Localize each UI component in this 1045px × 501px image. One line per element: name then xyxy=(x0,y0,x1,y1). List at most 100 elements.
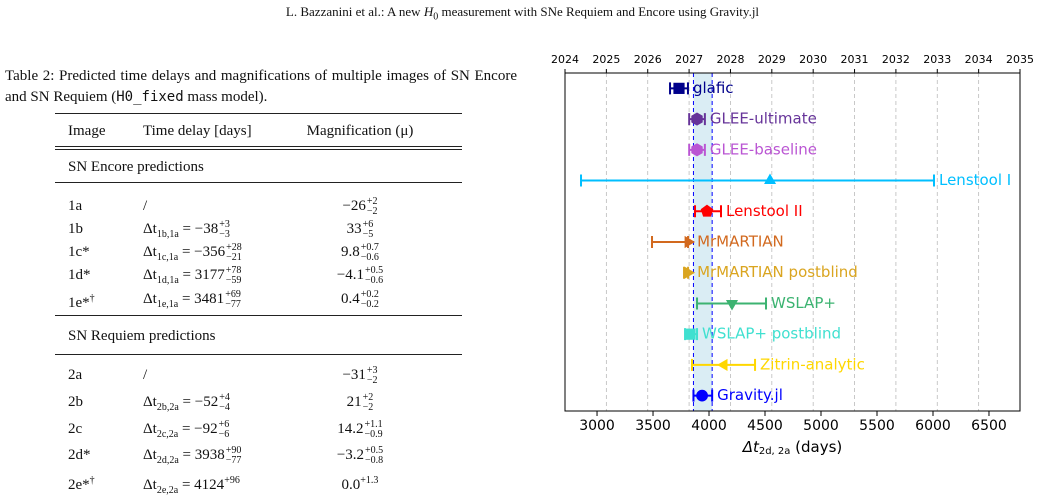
caption-text: Predicted time delays and magnifications… xyxy=(5,68,517,105)
cell-text: Magnification (μ) xyxy=(306,123,414,139)
cell-rest: = −92 xyxy=(178,421,218,437)
chart: 2024 2025 2026 2027 2028 2029 2030 2031 2032 2033… xyxy=(551,53,1034,457)
x-tick-label: 3000 xyxy=(579,418,615,434)
cell-sub: 2d,2a xyxy=(156,455,179,466)
cell-base: 21 xyxy=(346,394,362,410)
series-label: GLEE-ultimate xyxy=(710,110,817,128)
cell-inf: −3 xyxy=(219,228,230,240)
cell-base: −31 xyxy=(342,367,366,383)
cell-text: 2d* xyxy=(68,447,91,463)
uncertainty: +6 −6 xyxy=(219,419,230,440)
cell-inf: −59 xyxy=(225,274,242,286)
cell-sup: +28 xyxy=(226,241,242,253)
uncertainty: +1.1 −0.9 xyxy=(365,419,383,440)
cell-rest: = 3481 xyxy=(178,291,225,307)
cell-inf: −0.6 xyxy=(360,251,379,263)
header-var: H xyxy=(423,4,434,19)
table-cell: Magnification (μ) xyxy=(260,121,460,141)
uncertainty: +2 −2 xyxy=(362,391,374,413)
x-tick-label: 5000 xyxy=(803,418,839,434)
table-cell: Δt1d,1a = 3177 +78 −59 xyxy=(143,265,241,291)
table-rule xyxy=(55,354,462,355)
caption-code: H0_fixed xyxy=(116,89,184,105)
series-label: MrMARTIAN postblind xyxy=(697,263,858,281)
x-label-base: Δt xyxy=(742,438,760,456)
caption-text: mass model). xyxy=(183,89,268,105)
uncertainty: +2 −2 xyxy=(366,196,378,217)
section-title: SN Encore predictions xyxy=(68,159,204,175)
cell-sup: +4 xyxy=(219,391,230,403)
cell-sup: +0.5 xyxy=(365,444,384,456)
table-cell: 14.2 +1.1 −0.9 xyxy=(260,419,460,440)
table-cell: 0.4 +0.2 −0.2 xyxy=(260,289,460,310)
table-cell: 2c xyxy=(68,419,82,439)
cell-base: 33 xyxy=(346,221,362,237)
x-tick-label: 4500 xyxy=(747,418,783,434)
cell-sup: +3 xyxy=(366,364,378,376)
cell-sup: +78 xyxy=(225,264,242,276)
x-tick-label: 3500 xyxy=(635,418,671,434)
table-rule xyxy=(55,146,462,147)
header-text: measurement with SNe Requiem and Encore … xyxy=(438,4,760,19)
cell-sub: 1d,1a xyxy=(156,275,179,286)
cell-sub: 2c,2a xyxy=(156,429,179,440)
x2-tick-label: 2029 xyxy=(758,53,786,66)
data-point xyxy=(696,389,708,402)
table-cell: 1d* xyxy=(68,265,91,285)
cell-sup: +3 xyxy=(219,218,230,230)
table-cell: 2b xyxy=(68,392,83,412)
cell-text: 1a xyxy=(68,198,83,214)
uncertainty: +90 −77 xyxy=(225,445,242,466)
x2-tick-label: 2034 xyxy=(965,53,993,66)
table-cell: Δt2c,2a = −92 +6 −6 xyxy=(143,419,229,445)
x-tick-label: 4000 xyxy=(691,418,727,434)
series-label: glafic xyxy=(693,79,734,97)
table-cell: 1b xyxy=(68,219,83,239)
uncertainty: +78 −59 xyxy=(225,264,242,286)
data-point xyxy=(684,235,696,249)
cell-base: 14.2 xyxy=(337,421,364,437)
page: {"header": {"pre": "L. Bazzanini et al.:… xyxy=(5,4,1034,496)
table-cell: 2d* xyxy=(68,445,91,465)
cell-sup: +0.2 xyxy=(360,288,379,300)
gravity-band xyxy=(693,73,713,411)
table-cell: −31 +3 −2 xyxy=(260,365,460,386)
cell-sup: +0.7 xyxy=(360,241,379,253)
table-cell: 1c* xyxy=(68,242,90,262)
cell-base: 0.4 xyxy=(341,291,360,307)
cell-sub: 1b,1a xyxy=(156,229,179,240)
cell-inf: −5 xyxy=(362,228,374,240)
uncertainty: +0.5 −0.8 xyxy=(365,444,384,466)
x2-tick-label: 2025 xyxy=(592,53,620,66)
table-cell: Δt2b,2a = −52 +4 −4 xyxy=(143,392,230,418)
table-cell: 2a xyxy=(68,365,82,385)
plot-frame xyxy=(564,72,1021,412)
x-tick-label: 6500 xyxy=(971,418,1007,434)
x-label-sub: 2d, 2a xyxy=(759,446,791,457)
section-title: SN Requiem predictions xyxy=(68,328,216,344)
table-cell: / xyxy=(143,196,147,216)
x-label-rest: (days) xyxy=(790,438,842,456)
cell-sup: +2 xyxy=(362,391,374,403)
table-cell: 1a xyxy=(68,196,82,216)
table-cell: 21 +2 −2 xyxy=(260,392,460,413)
cell-inf: −77 xyxy=(225,454,242,466)
cell-inf: −2 xyxy=(366,205,378,217)
x2-tick-label: 2035 xyxy=(1006,53,1034,66)
table-cell: −26 +2 −2 xyxy=(260,196,460,217)
table-cell: Δt1e,1a = 3481 +69 −77 xyxy=(143,289,241,315)
cell-sup: +69 xyxy=(225,288,241,300)
cell-inf: −0.8 xyxy=(365,454,384,466)
cell-base: Δt xyxy=(143,291,157,307)
cell-inf: −21 xyxy=(226,251,242,263)
data-point xyxy=(764,173,777,184)
cell-sub: 2e,2a xyxy=(156,485,179,496)
cell-base: Δt xyxy=(143,244,157,260)
uncertainty: +0.7 −0.6 xyxy=(360,241,379,263)
uncertainty: +4 −4 xyxy=(219,391,230,413)
data-point xyxy=(673,82,685,94)
table-rule xyxy=(55,315,462,316)
cell-sup: † xyxy=(89,293,95,304)
table-cell: −3.2 +0.5 −0.8 xyxy=(260,445,460,466)
series-label: Lenstool II xyxy=(726,202,803,220)
